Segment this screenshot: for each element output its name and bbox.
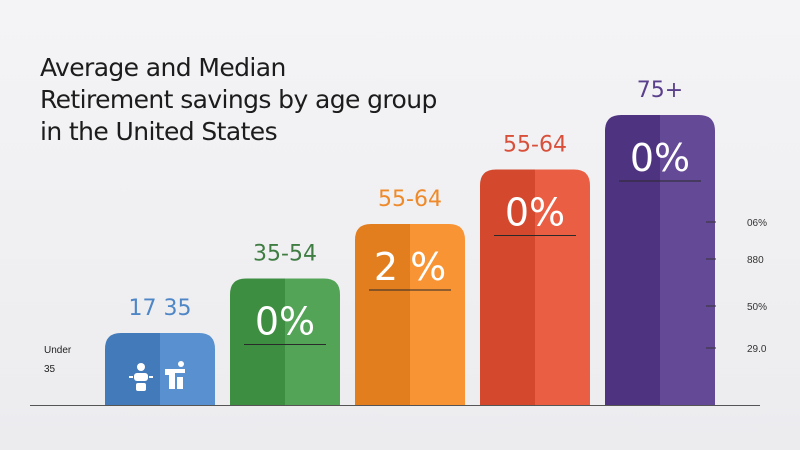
category-label: 75+ — [637, 78, 683, 103]
category-label: 55-64 — [378, 187, 442, 212]
title-line-2: Retirement savings by age group — [40, 85, 437, 114]
right-tick-label: 06% — [747, 218, 767, 229]
bar-right-half — [660, 115, 715, 405]
side-label-under: Under — [44, 345, 72, 356]
chart-title: Average and Median Retirement savings by… — [40, 52, 500, 148]
title-line-3: in the United States — [40, 117, 278, 146]
bar — [105, 333, 215, 405]
bar — [355, 224, 465, 405]
bar-value-label: 0% — [255, 300, 315, 344]
bar-left-half — [105, 333, 160, 405]
bar-left-half — [355, 224, 410, 405]
right-tick-label: 50% — [747, 302, 767, 313]
right-tick-label: 880 — [747, 255, 764, 266]
side-label-35: 35 — [44, 364, 56, 375]
category-label: 17 35 — [129, 296, 192, 321]
bar-left-half — [230, 278, 285, 405]
chair-icon — [165, 361, 185, 389]
bar-right-half — [535, 169, 590, 405]
bar-value-label: 0% — [630, 136, 690, 180]
bar-right-half — [285, 278, 340, 405]
person-icon — [129, 363, 153, 391]
bar-left-half — [480, 169, 535, 405]
bar-right-half — [410, 224, 465, 405]
bar-value-label: 0% — [505, 191, 565, 235]
bar — [230, 278, 340, 405]
bar-left-half — [605, 115, 660, 405]
bar — [480, 169, 590, 405]
right-tick-label: 29.0 — [747, 344, 767, 355]
category-label: 55-64 — [503, 133, 567, 158]
bar — [605, 115, 715, 405]
category-label: 35-54 — [253, 242, 317, 267]
bar-value-label: 2 % — [374, 245, 446, 289]
title-line-1: Average and Median — [40, 53, 286, 82]
